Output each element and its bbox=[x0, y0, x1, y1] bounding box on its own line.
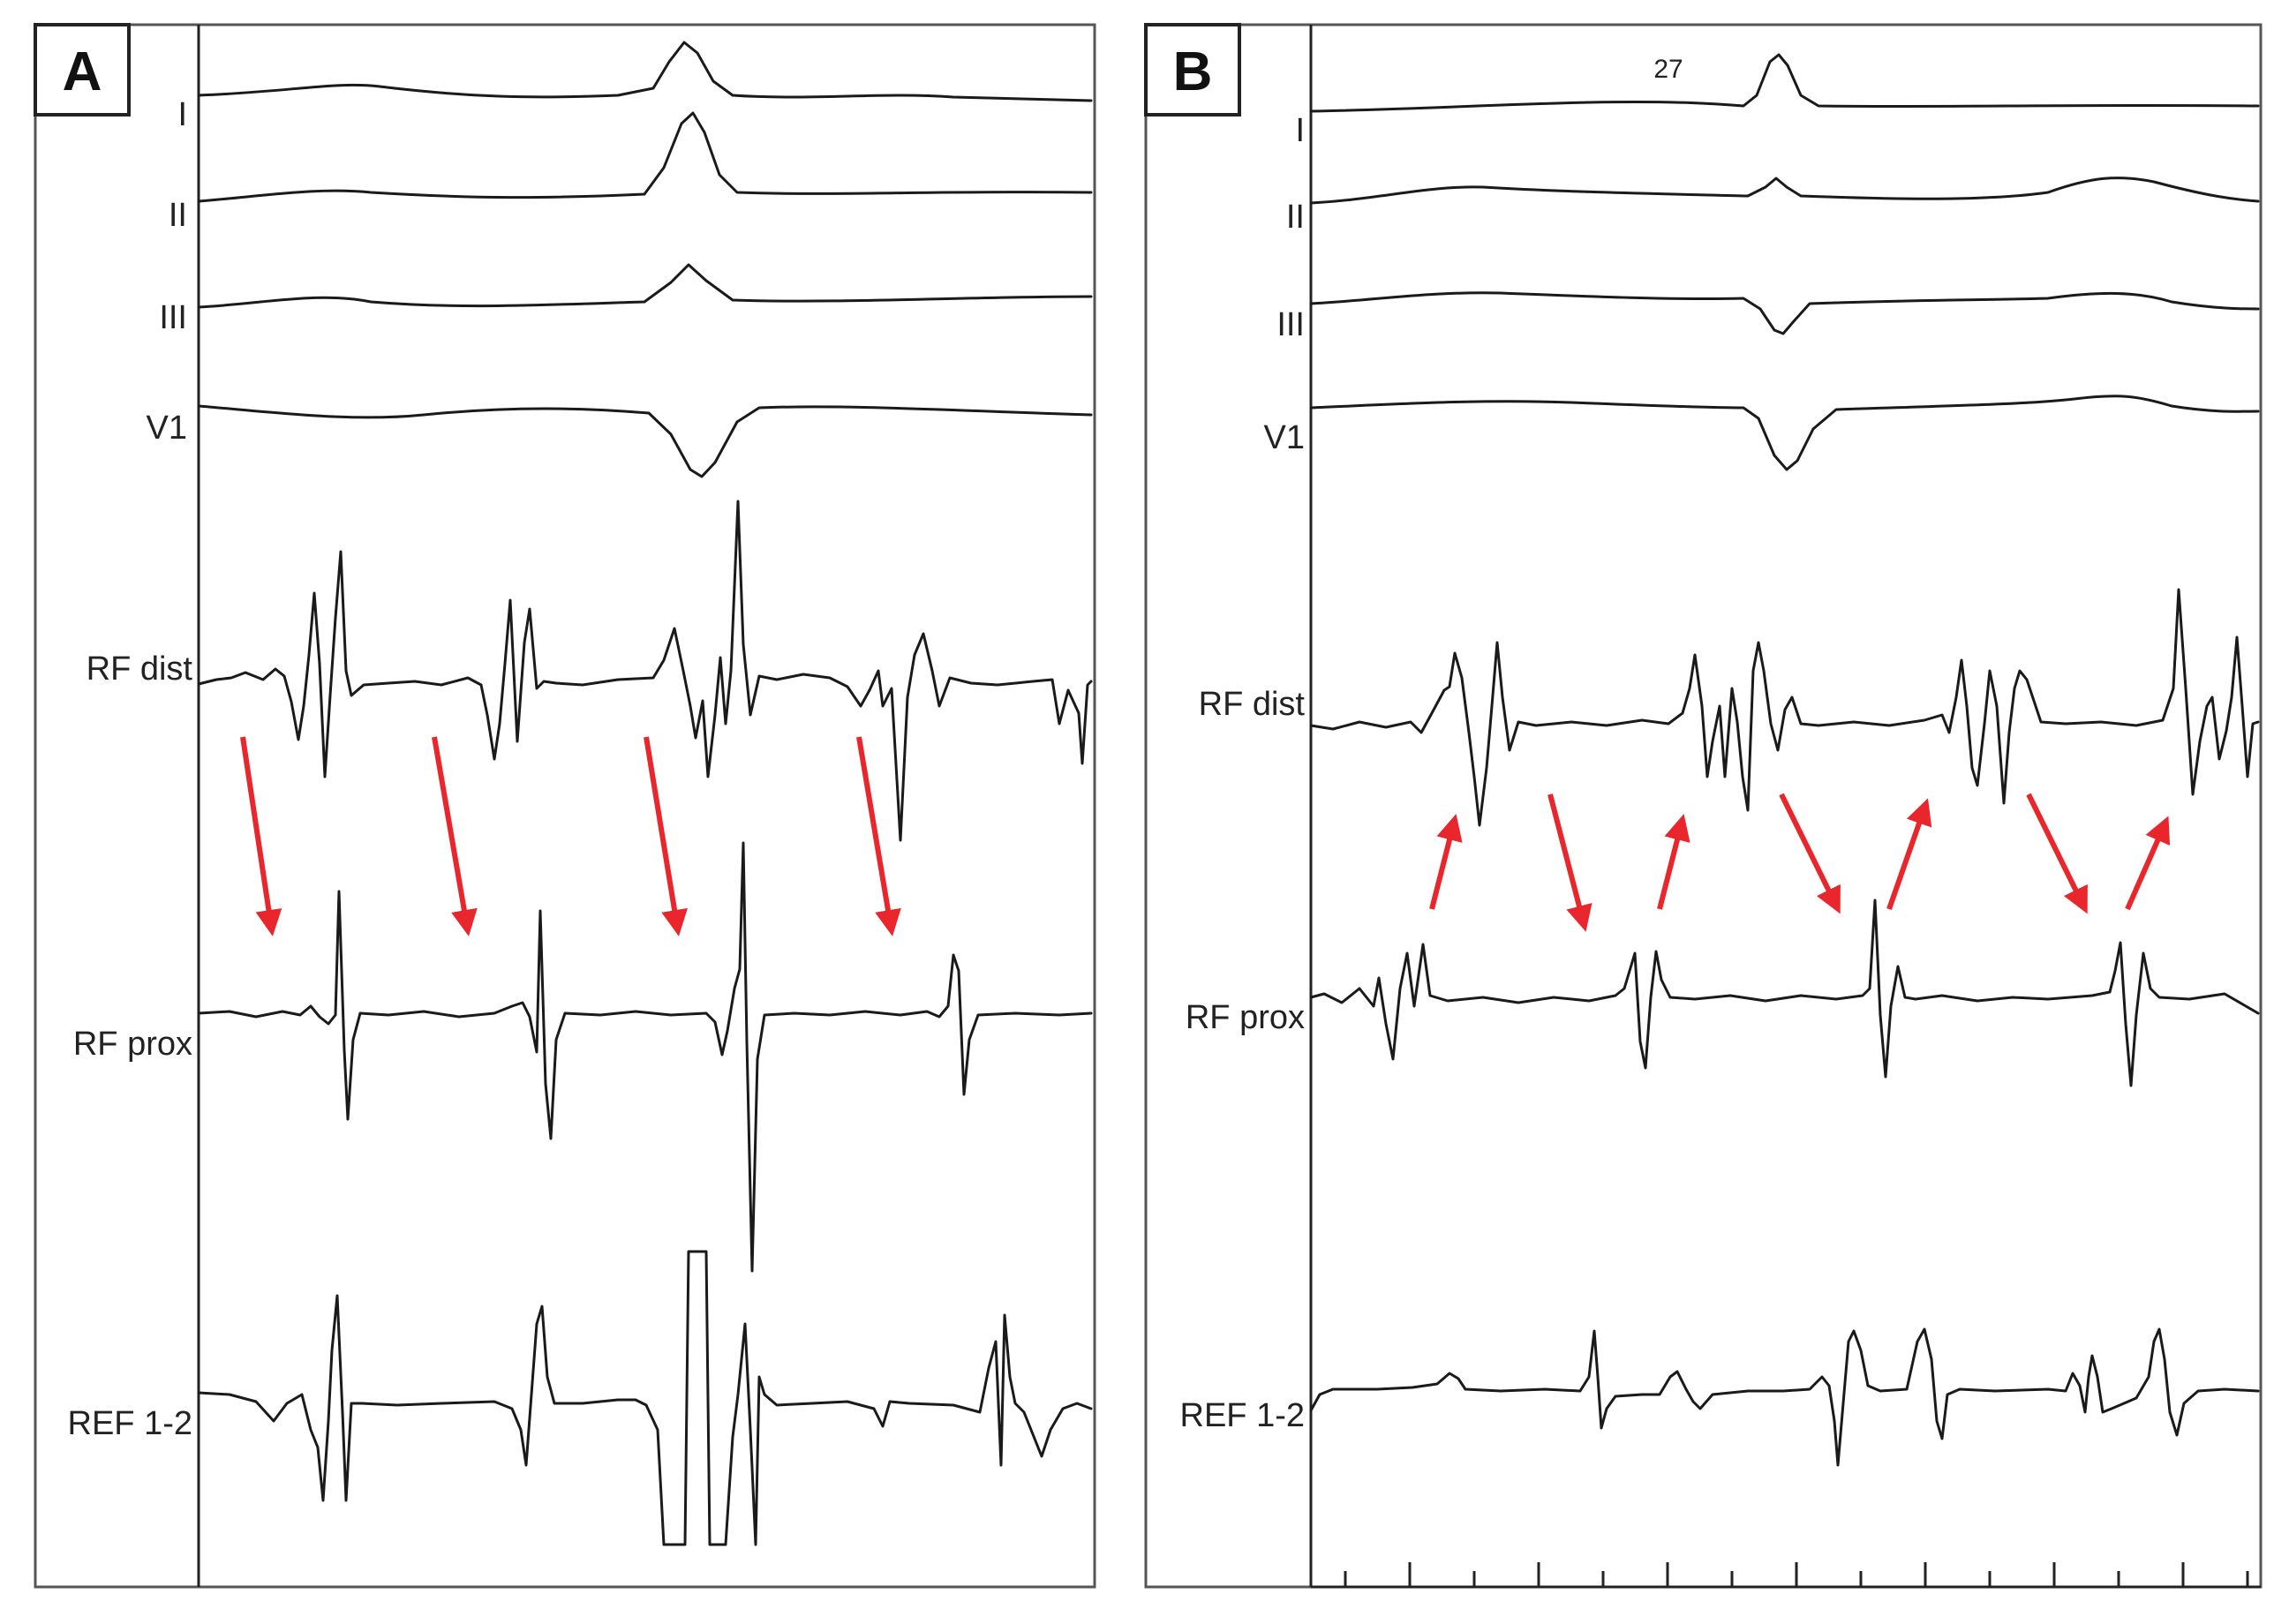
panel-b-arrow-1-up bbox=[1429, 814, 1463, 910]
panel-b-lead-i-label: I bbox=[1295, 112, 1305, 149]
panel-a-trace-ii bbox=[197, 111, 1093, 203]
panel-b-lead-rf-prox-label: RF prox bbox=[1186, 999, 1305, 1036]
panel-a-lead-rf-prox-label: RF prox bbox=[73, 1026, 192, 1063]
panel-a-arrow-2 bbox=[432, 736, 478, 936]
panel-a-badge bbox=[34, 23, 131, 117]
panel-a-trace-iii bbox=[197, 263, 1093, 309]
panel-b-trace-i bbox=[1309, 53, 2260, 113]
panel-b-lead-rf-dist-label: RF dist bbox=[1199, 686, 1306, 723]
panel-b-arrow-6-down bbox=[2026, 793, 2088, 914]
panel-a-trace-ref bbox=[197, 1250, 1093, 1546]
panel-a: A I II III V1 RF dist RF prox REF 1-2 bbox=[34, 23, 1096, 1589]
panel-b-beat-number: 27 bbox=[1653, 55, 1683, 84]
panel-b-trace-rf-prox bbox=[1309, 898, 2260, 1087]
panel-b-badge bbox=[1144, 23, 1241, 117]
panel-b-frame bbox=[1144, 23, 2263, 1589]
panel-b-arrow-7-up bbox=[2125, 816, 2171, 911]
panel-a-lead-ii-label: II bbox=[169, 197, 187, 234]
panel-b-arrow-5-up bbox=[1886, 798, 1932, 910]
panel-b-arrow-4-down bbox=[1779, 793, 1841, 914]
panel-a-lead-v1-label: V1 bbox=[147, 410, 187, 447]
panel-a-frame bbox=[34, 23, 1096, 1589]
panel-b-lead-ii-label: II bbox=[1286, 199, 1305, 236]
panel-b-arrow-2-down bbox=[1547, 793, 1593, 932]
panel-a-arrow-1 bbox=[240, 736, 282, 936]
panel-b-lead-v1-label: V1 bbox=[1264, 419, 1305, 456]
panel-b-lead-ref-label: REF 1-2 bbox=[1180, 1397, 1305, 1434]
panel-a-lead-ref-label: REF 1-2 bbox=[68, 1405, 192, 1442]
panel-b-arrow-3-up bbox=[1657, 814, 1690, 910]
panel-b: B 27 I II III V1 RF dist RF prox REF 1-2 bbox=[1144, 23, 2263, 1589]
panel-a-arrow-4 bbox=[856, 736, 901, 936]
panel-b-trace-ii bbox=[1309, 177, 2260, 205]
panel-b-label: B bbox=[1173, 41, 1213, 102]
panel-b-lead-iii-label: III bbox=[1276, 306, 1305, 343]
panel-a-lead-rf-dist-label: RF dist bbox=[87, 650, 193, 688]
panel-b-trace-ref bbox=[1309, 1327, 2260, 1467]
panel-a-trace-rf-dist bbox=[197, 500, 1093, 842]
panel-a-trace-i bbox=[197, 41, 1093, 102]
panel-a-trace-v1 bbox=[197, 404, 1093, 478]
panel-b-trace-rf-dist bbox=[1309, 588, 2260, 827]
panel-a-lead-i-label: I bbox=[177, 96, 187, 133]
panel-a-lead-iii-label: III bbox=[159, 299, 187, 336]
panel-b-trace-iii bbox=[1309, 291, 2260, 335]
panel-b-trace-v1 bbox=[1309, 395, 2260, 471]
panel-a-arrow-3 bbox=[644, 736, 688, 936]
panel-a-label: A bbox=[63, 41, 102, 102]
panel-b-ticks bbox=[1344, 1562, 2249, 1587]
panel-a-trace-rf-prox bbox=[197, 841, 1093, 1273]
